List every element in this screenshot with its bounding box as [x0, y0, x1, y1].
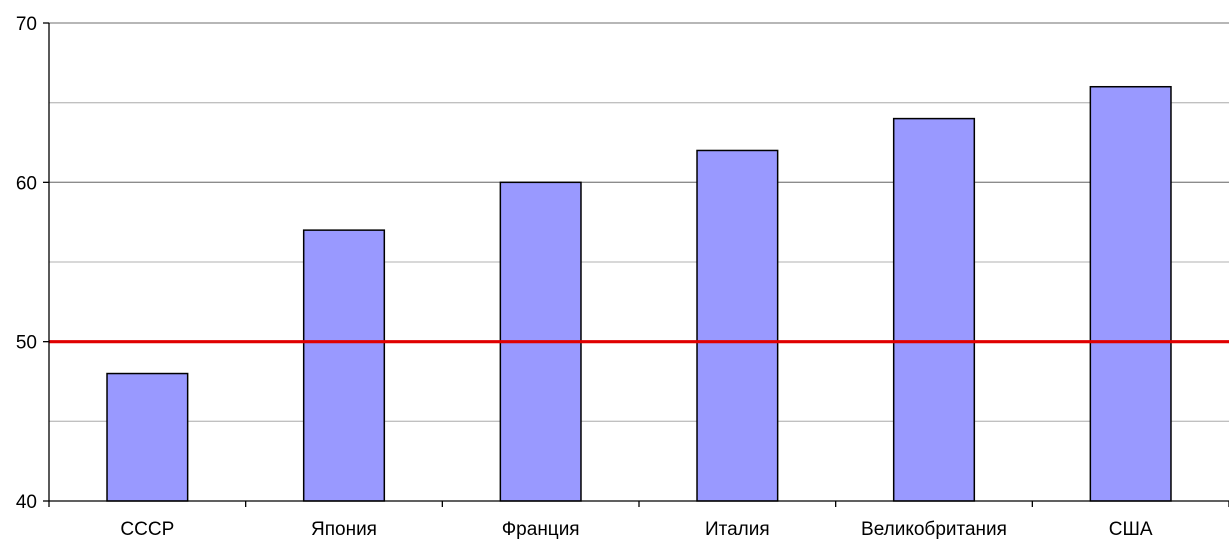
x-tick-label: США: [1109, 519, 1153, 540]
x-tick-label: СССР: [120, 519, 174, 540]
bar-1: [106, 372, 189, 502]
bars: [106, 85, 1172, 502]
bar-6: [1089, 85, 1172, 502]
axis-labels: 40 50 60 70 СССР Япония Франция Италия Великобри…: [16, 14, 1153, 540]
axes: [43, 22, 1229, 507]
bar-5: [892, 117, 976, 502]
x-tick-label: Великобритания: [861, 519, 1007, 540]
bar-2: [302, 229, 386, 502]
x-tick-label: Франция: [502, 519, 580, 540]
grid-lines: [49, 22, 1229, 422]
x-tick-label: Япония: [311, 519, 377, 540]
y-tick-label: 70: [16, 14, 37, 35]
y-tick-label: 40: [16, 492, 37, 513]
y-tick-label: 60: [16, 173, 37, 194]
x-tick-label: Италия: [705, 519, 770, 540]
y-tick-label: 50: [16, 333, 37, 354]
bar-4: [696, 149, 779, 502]
